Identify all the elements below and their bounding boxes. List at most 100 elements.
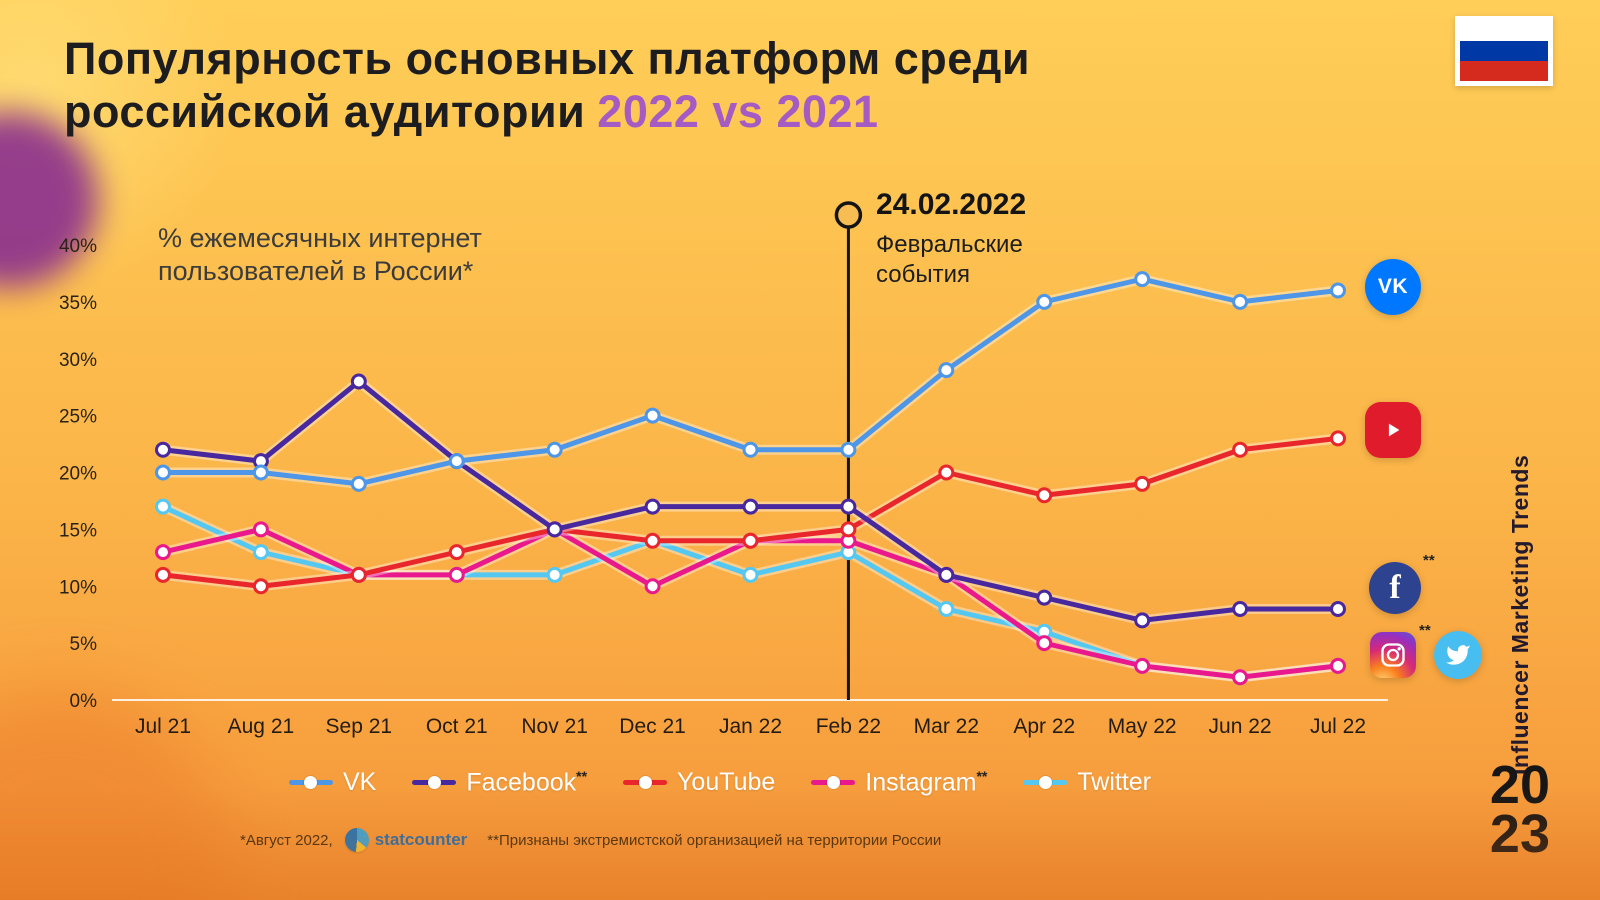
flag-stripe-red: [1460, 61, 1548, 81]
legend-marker-dot: [1038, 776, 1052, 790]
data-point-twitter: [1134, 657, 1151, 674]
chart-legend: VK Facebook** YouTube Instagram** Twitter: [120, 768, 1320, 797]
data-point-vk: [1330, 282, 1346, 299]
data-point-facebook: [252, 453, 269, 470]
y-tick-label: 10%: [59, 577, 97, 598]
data-point-twitter: [1232, 669, 1249, 686]
legend-label: YouTube: [677, 768, 776, 797]
data-point-twitter: [644, 532, 661, 549]
flag-stripe-white: [1460, 21, 1548, 41]
legend-marker: [623, 776, 668, 790]
data-point-vk: [448, 453, 465, 470]
legend-label: Twitter: [1077, 768, 1151, 797]
data-point-facebook: [938, 566, 955, 583]
data-point-youtube: [1036, 487, 1053, 504]
x-tick-label: Dec 21: [619, 715, 686, 738]
youtube-icon: [1365, 402, 1421, 458]
statcounter-icon: [344, 828, 369, 852]
legend-restricted-mark: **: [576, 768, 588, 784]
event-date: 24.02.2022: [876, 188, 1027, 221]
statcounter-logo: statcounter: [344, 828, 468, 852]
data-point-facebook: [644, 498, 661, 515]
legend-item-twitter: Twitter: [1023, 768, 1151, 797]
legend-marker-dot: [427, 776, 441, 790]
y-tick-label: 15%: [59, 520, 97, 541]
x-tick-label: Jan 22: [719, 715, 782, 738]
series-halo-facebook: [158, 376, 1343, 626]
series-line-vk: [160, 276, 1341, 487]
x-tick-label: Jul 22: [1310, 715, 1366, 738]
data-point-instagram: [840, 532, 857, 549]
x-tick-label: Jul 21: [135, 715, 191, 738]
data-point-twitter: [252, 544, 269, 561]
data-point-vk: [155, 464, 171, 481]
facebook-icon: f: [1369, 562, 1421, 614]
data-point-facebook: [1036, 589, 1053, 606]
legend-item-instagram: Instagram**: [811, 768, 987, 797]
data-point-twitter: [448, 566, 465, 583]
series-line-youtube: [160, 435, 1341, 589]
legend-label: VK: [342, 768, 377, 797]
data-point-youtube: [938, 464, 955, 481]
data-point-instagram: [546, 521, 563, 538]
data-point-vk: [644, 407, 661, 424]
series-halo-twitter: [158, 501, 1343, 683]
page-title: Популярность основных платформ среди рос…: [64, 32, 1030, 138]
data-point-vk: [1036, 293, 1053, 310]
x-tick-label: Mar 22: [914, 715, 979, 738]
title-highlight: 2022 vs 2021: [597, 86, 879, 138]
series-halo-youtube: [158, 433, 1343, 592]
data-point-vk: [350, 475, 367, 492]
statcounter-wordmark: statcounter: [374, 830, 468, 849]
data-point-instagram: [155, 544, 171, 561]
series-halo-instagram: [158, 524, 1343, 683]
data-point-instagram: [1232, 669, 1249, 686]
data-point-instagram: [448, 566, 465, 583]
series-line-instagram: [160, 526, 1341, 680]
data-point-vk: [938, 362, 955, 379]
data-point-instagram: [644, 578, 661, 595]
series-line-twitter: [160, 504, 1341, 680]
x-tick-label: Aug 21: [228, 715, 295, 738]
chart-axis-note: % ежемесячных интернет пользователей в Р…: [158, 223, 482, 286]
legend-marker: [288, 776, 333, 790]
data-point-vk: [1232, 293, 1249, 310]
legend-item-facebook: Facebook**: [412, 768, 587, 797]
x-tick-label: Feb 22: [816, 715, 881, 738]
data-point-twitter: [1330, 657, 1346, 674]
legend-item-vk: VK: [288, 768, 377, 797]
decorative-purple-blob: [0, 112, 98, 288]
data-point-instagram: [742, 532, 759, 549]
data-point-instagram: [938, 566, 955, 583]
footer-source-note: *Август 2022,: [240, 831, 333, 849]
data-point-instagram: [252, 521, 269, 538]
y-tick-label: 25%: [59, 407, 97, 428]
legend-restricted-mark: **: [976, 768, 988, 784]
data-point-facebook: [1330, 601, 1346, 617]
data-point-facebook: [1134, 612, 1151, 629]
y-tick-label: 30%: [59, 350, 97, 371]
data-point-youtube: [840, 521, 857, 538]
data-point-facebook: [155, 441, 171, 458]
data-point-facebook: [1232, 601, 1249, 617]
data-point-facebook: [448, 453, 465, 470]
data-point-vk: [546, 441, 563, 458]
y-tick-label: 5%: [70, 634, 98, 655]
data-point-youtube: [1330, 430, 1346, 447]
title-line2: российской аудитории 2022 vs 2021: [64, 86, 879, 138]
data-point-twitter: [350, 566, 367, 583]
data-point-youtube: [448, 544, 465, 561]
event-label: Февральские события: [876, 231, 1023, 288]
x-tick-label: Jun 22: [1209, 715, 1272, 738]
data-point-youtube: [644, 532, 661, 549]
facebook-restricted-mark: **: [1423, 552, 1435, 569]
legend-marker: [412, 776, 457, 790]
vertical-brand-text: Influencer Marketing Trends: [1507, 454, 1533, 775]
data-point-youtube: [1134, 475, 1151, 492]
data-point-twitter: [742, 566, 759, 583]
x-tick-label: Nov 21: [521, 715, 588, 738]
data-point-vk: [252, 464, 269, 481]
x-tick-label: Sep 21: [326, 715, 393, 738]
data-point-instagram: [1330, 657, 1346, 674]
